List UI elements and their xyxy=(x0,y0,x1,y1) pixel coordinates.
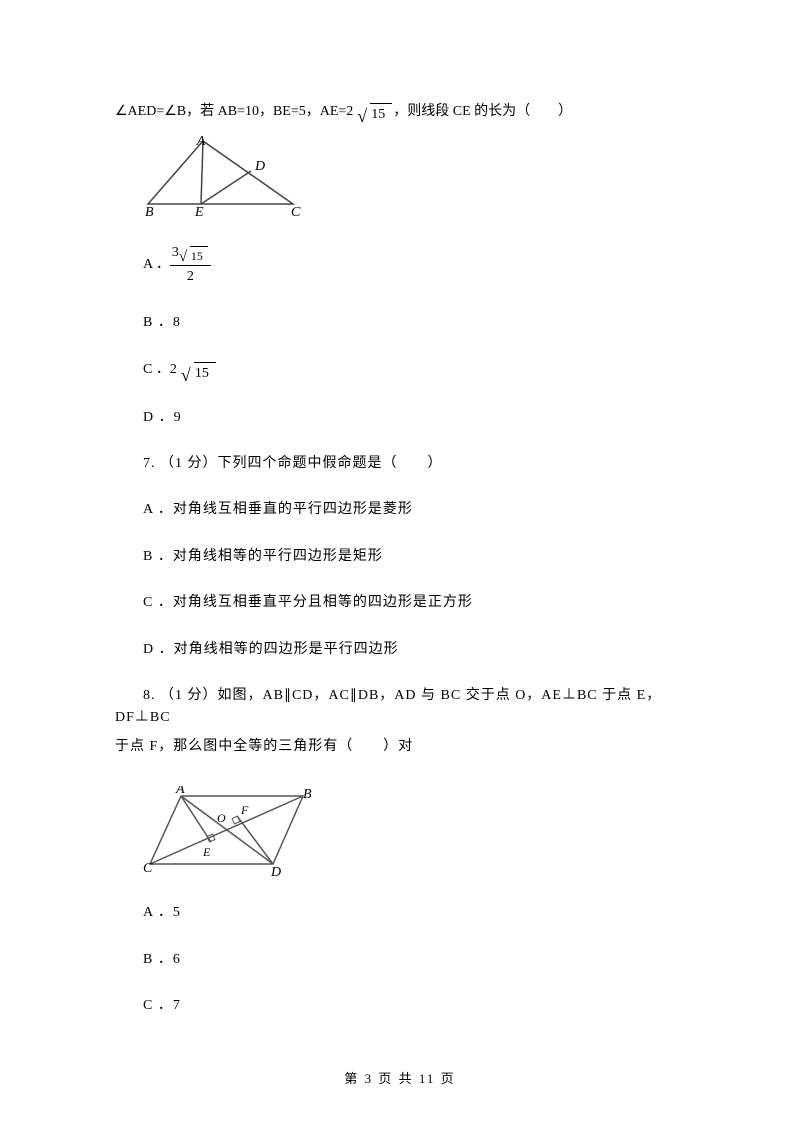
svg-text:E: E xyxy=(194,205,204,218)
q7-option-c: C ．对角线互相垂直平分且相等的四边形是正方形 xyxy=(115,592,685,614)
page-footer: 第 3 页 共 11 页 xyxy=(0,1069,800,1090)
q8-stem-line1: 8. （1 分）如图，AB∥CD，AC∥DB，AD 与 BC 交于点 O，AE⊥… xyxy=(115,685,685,730)
q6-option-a: A ． 3 √ 15 2 xyxy=(115,242,685,288)
q7-stem: 7. （1 分）下列四个命题中假命题是（ ） xyxy=(115,453,685,475)
q8-option-c: C ．7 xyxy=(115,995,685,1017)
sqrt-icon: √ 15 xyxy=(181,359,217,383)
q8-figure: A B C D O E F xyxy=(143,786,685,886)
svg-text:B: B xyxy=(303,787,312,802)
q6-optC-sqrt: 15 xyxy=(195,363,209,385)
q8-option-b: B ．6 xyxy=(115,949,685,971)
q6-optC-label: C ．2 xyxy=(143,359,177,381)
q6-option-c: C ．2 √ 15 xyxy=(115,359,685,383)
q7-option-d: D ．对角线相等的四边形是平行四边形 xyxy=(115,639,685,661)
svg-text:A: A xyxy=(196,136,206,149)
q6-option-b: B ．8 xyxy=(115,312,685,334)
q7-option-b: B ．对角线相等的平行四边形是矩形 xyxy=(115,546,685,568)
q6-optA-coef: 3 xyxy=(172,242,179,264)
svg-text:D: D xyxy=(254,159,265,174)
svg-text:A: A xyxy=(175,786,185,797)
q6-stem-sqrt: 15 xyxy=(371,104,385,126)
sqrt-icon: √ 15 xyxy=(179,244,209,264)
q6-optA-denom: 2 xyxy=(187,269,194,284)
svg-text:C: C xyxy=(143,861,153,876)
q6-stem-pre: ∠AED=∠B，若 AB=10，BE=5，AE=2 xyxy=(115,101,353,123)
svg-text:C: C xyxy=(291,205,301,218)
q6-stem: ∠AED=∠B，若 AB=10，BE=5，AE=2 √ 15 ，则线段 CE 的… xyxy=(115,100,685,124)
q6-figure: A B E C D xyxy=(143,136,685,226)
svg-text:B: B xyxy=(145,205,154,218)
q8-stem-line2: 于点 F，那么图中全等的三角形有（ ）对 xyxy=(115,736,685,758)
q6-option-d: D ．9 xyxy=(115,407,685,429)
q8-option-a: A ．5 xyxy=(115,902,685,924)
q6-optA-label: A ． xyxy=(143,254,170,276)
svg-text:O: O xyxy=(217,811,226,825)
svg-text:D: D xyxy=(270,865,281,878)
q6-optA-sqrt: 15 xyxy=(191,247,203,266)
q6-stem-post: ，则线段 CE 的长为（ ） xyxy=(393,101,572,123)
svg-text:E: E xyxy=(202,845,211,859)
svg-text:F: F xyxy=(240,803,249,817)
q7-option-a: A ．对角线互相垂直的平行四边形是菱形 xyxy=(115,499,685,521)
sqrt-icon: √ 15 xyxy=(357,100,393,124)
fraction-icon: 3 √ 15 2 xyxy=(170,242,211,288)
